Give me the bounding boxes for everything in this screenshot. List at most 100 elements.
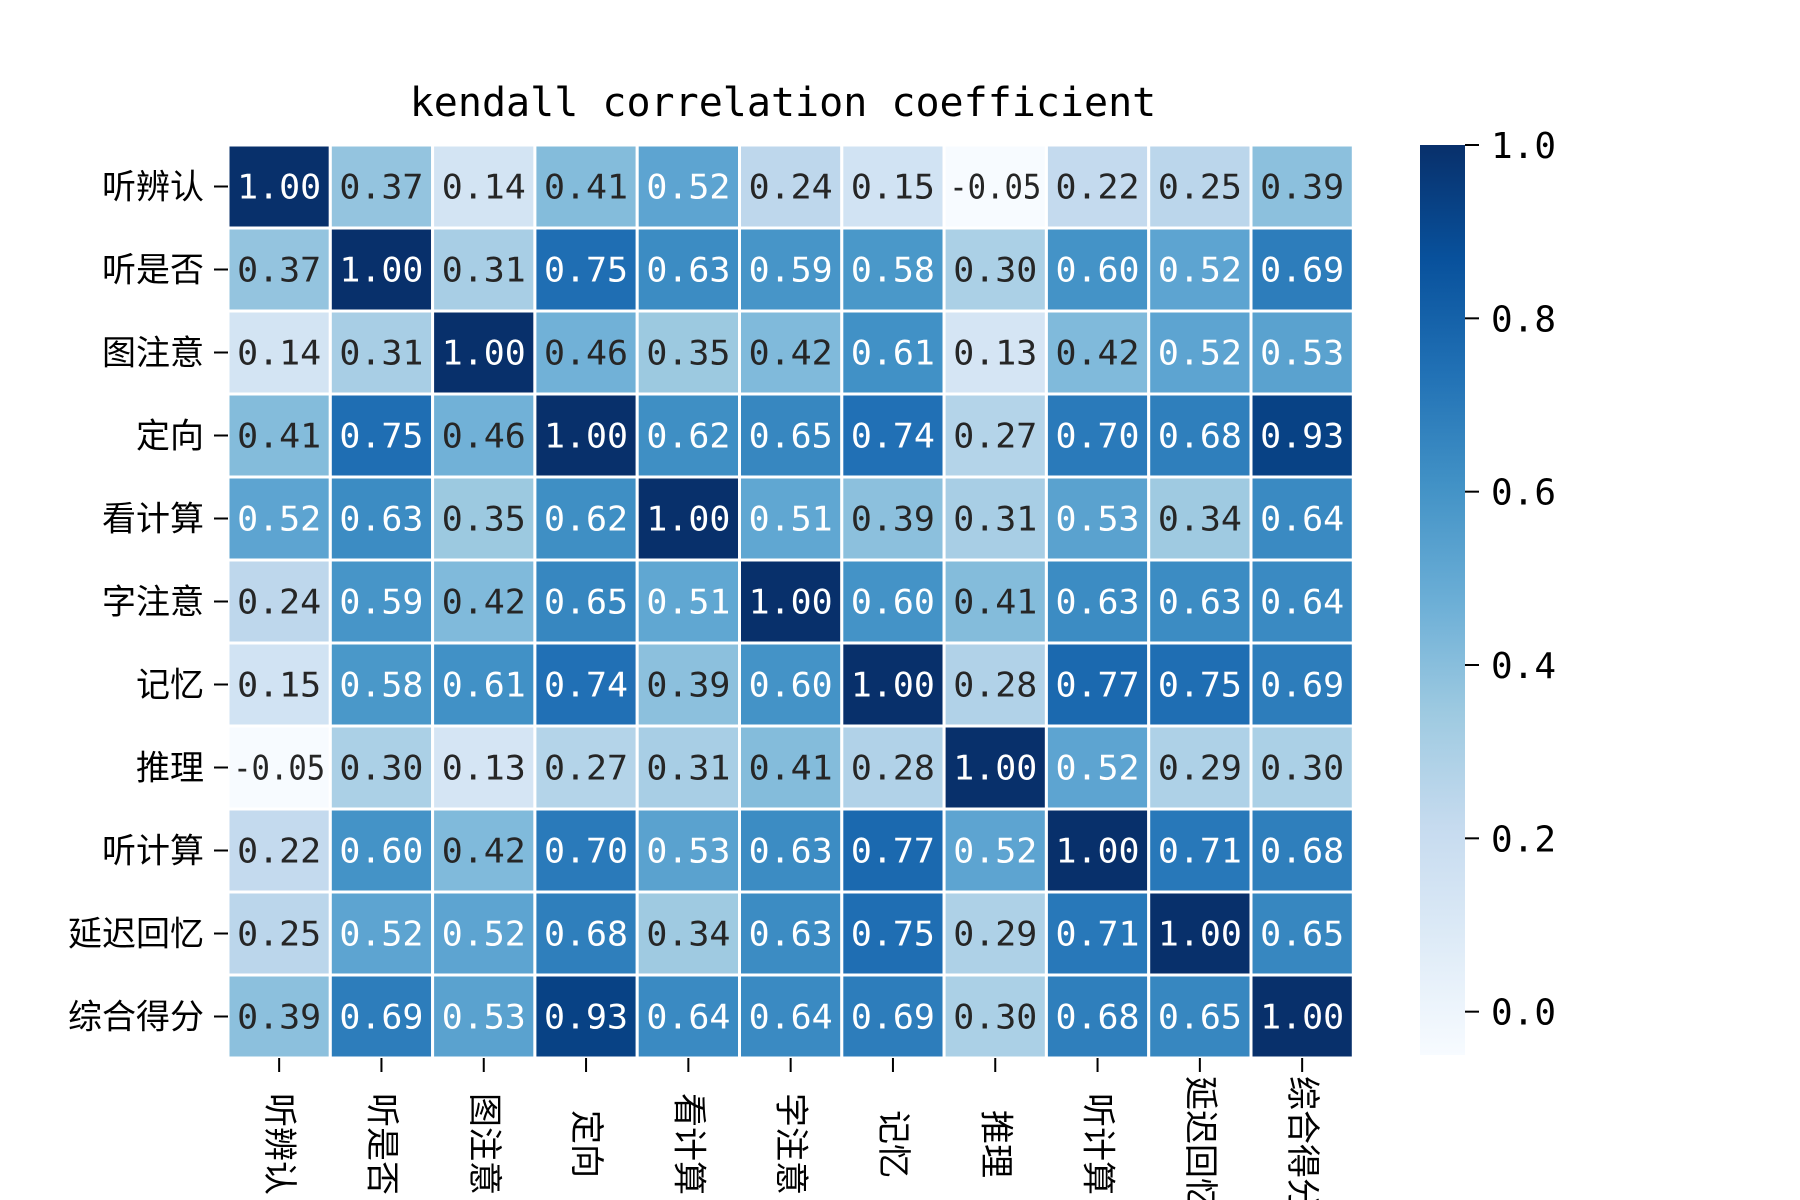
x-tick-label: 看计算 [668,1093,708,1195]
heatmap-value-label: 0.62 [544,500,628,540]
heatmap-cell [635,309,742,396]
heatmap-value-label: 0.13 [442,749,526,789]
heatmap-value-label: 0.41 [749,749,833,789]
heatmap-value-label: 0.64 [1260,583,1344,623]
heatmap-value-label: 0.74 [851,417,935,457]
heatmap-cell [1249,641,1355,728]
heatmap-value-label: 0.60 [339,832,423,872]
heatmap-value-label: 0.58 [339,666,423,706]
heatmap-value-label: 1.00 [1056,832,1140,872]
heatmap-cell [635,724,742,811]
heatmap-value-label: 0.60 [749,666,833,706]
heatmap-value-label: 0.65 [749,417,833,457]
heatmap-cell [738,890,844,977]
heatmap-cell [1147,226,1253,313]
heatmap-cell [533,724,639,811]
heatmap-value-label: 0.59 [339,583,423,623]
heatmap-cell [840,309,946,396]
heatmap-cell [431,641,537,728]
x-tick-label: 延迟回忆 [1180,1076,1220,1200]
heatmap-cell [1249,890,1355,977]
heatmap-value-label: 0.59 [749,251,833,291]
heatmap-value-label: 0.42 [1056,334,1140,374]
heatmap-value-label: 1.00 [442,334,526,374]
colorbar-tick-label: 0.6 [1491,473,1556,514]
heatmap-cell [1147,807,1253,894]
heatmap-value-label: 0.77 [851,832,935,872]
heatmap-value-label: 0.52 [646,168,730,208]
heatmap-cell [1044,475,1151,562]
heatmap-value-label: 0.41 [544,168,628,208]
heatmap-value-label: 0.61 [442,666,526,706]
heatmap-value-label: 0.63 [646,251,730,291]
heatmap-cell [431,392,537,479]
heatmap-cell [840,641,946,728]
heatmap-value-label: 0.39 [646,666,730,706]
heatmap-value-label: 1.00 [953,749,1037,789]
heatmap-value-label: 0.24 [237,583,321,623]
heatmap-value-label: 1.00 [851,666,935,706]
heatmap-value-labels: 1.00 0.37 0.14 0.41 0.52 0.24 0.15 -0.05 0.22 0.2… [233,168,1344,1038]
heatmap-cell [738,558,844,645]
heatmap-cell [431,807,537,894]
heatmap-value-label: -0.05 [233,749,325,789]
colorbar-tick-label: 1.0 [1491,126,1556,167]
heatmap-cell [328,475,435,562]
x-tick-label: 听辨认 [259,1093,299,1195]
y-tick-label: 记忆 [136,666,204,706]
heatmap-cell [635,475,742,562]
heatmap-value-label: 0.15 [851,168,935,208]
heatmap-cell [533,890,639,977]
colorbar-tick-label: 0.0 [1491,993,1556,1034]
heatmap-value-label: 0.42 [749,334,833,374]
heatmap-value-label: 0.74 [544,666,628,706]
heatmap-value-label: 1.00 [749,583,833,623]
heatmap-value-label: 0.37 [237,251,321,291]
heatmap-value-label: 0.75 [1158,666,1242,706]
heatmap-value-label: 0.63 [749,915,833,955]
heatmap-value-label: 0.30 [953,998,1037,1038]
heatmap-cell [1044,558,1151,645]
heatmap-cell [226,807,332,894]
heatmap-cell [942,226,1048,313]
y-tick-label: 听是否 [102,251,204,291]
heatmap-value-label: 0.63 [1158,583,1242,623]
heatmap-value-label: 0.52 [1056,749,1140,789]
heatmap-value-label: 0.35 [442,500,526,540]
heatmap-value-label: 0.46 [544,334,628,374]
heatmap-cell [738,475,844,562]
heatmap-value-label: 0.35 [646,334,730,374]
heatmap-value-label: 1.00 [544,417,628,457]
heatmap-value-label: 0.39 [237,998,321,1038]
heatmap-value-label: 1.00 [339,251,423,291]
y-tick-label: 推理 [136,749,204,789]
heatmap-value-label: 0.22 [1056,168,1140,208]
heatmap-value-label: 0.14 [442,168,526,208]
y-tick-label: 看计算 [102,500,204,540]
heatmap-value-label: 1.00 [237,168,321,208]
heatmap-value-label: 0.77 [1056,666,1140,706]
heatmap-value-label: 0.52 [1158,334,1242,374]
colorbar-tick-label: 0.2 [1491,819,1556,860]
heatmap-cell [942,143,1048,230]
heatmap-cell [533,558,639,645]
heatmap-value-label: -0.05 [949,168,1041,208]
x-tick-label: 图注意 [464,1093,504,1195]
heatmap-value-label: 0.62 [646,417,730,457]
heatmap-cell [1147,724,1253,811]
x-axis: 听辨认 听是否 图注意 定向 看计算 字注意 记忆 推理 听计算 延迟回忆 综合得分 [259,1058,1322,1200]
heatmap-value-label: 0.52 [237,500,321,540]
heatmap-value-label: 0.60 [851,583,935,623]
y-tick-label: 综合得分 [68,998,204,1038]
heatmap-cell [1249,309,1355,396]
heatmap-value-label: 0.65 [1158,998,1242,1038]
heatmap-value-label: 0.71 [1056,915,1140,955]
heatmap-value-label: 0.65 [1260,915,1344,955]
heatmap-value-label: 0.30 [339,749,423,789]
heatmap-value-label: 0.28 [953,666,1037,706]
heatmap-cell [1147,641,1253,728]
heatmap-value-label: 0.14 [237,334,321,374]
colorbar-gradient [1420,145,1465,1055]
heatmap-cell [1147,143,1253,230]
